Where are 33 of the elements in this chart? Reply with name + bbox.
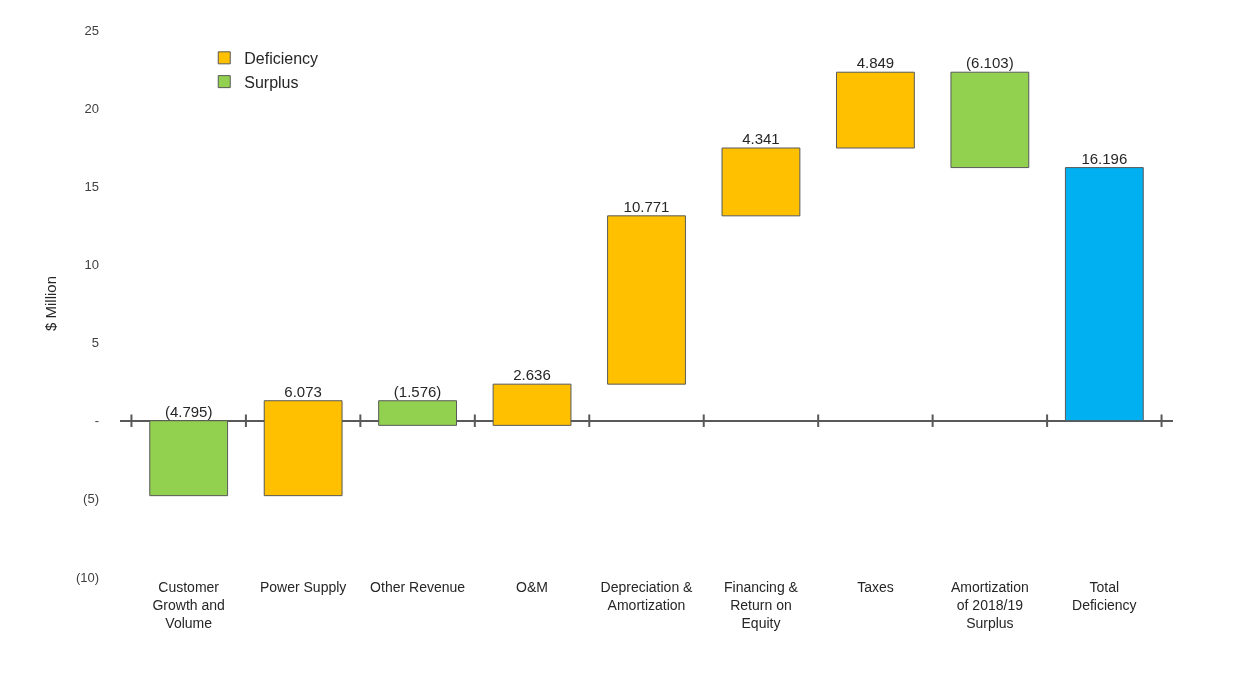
bar [721, 147, 801, 217]
legend-label: Deficiency [244, 50, 319, 68]
data-label: (1.576) [393, 382, 442, 400]
x-tick-label: Depreciation & Amortization [600, 579, 694, 614]
data-label: 10.771 [623, 198, 670, 216]
y-tick-label: 25 [84, 22, 99, 38]
y-tick-label: 20 [84, 100, 99, 116]
y-tick-label: 5 [91, 335, 99, 351]
legend-label: Surplus [244, 73, 299, 91]
bar [950, 71, 1030, 169]
y-tick-label: (5) [83, 491, 99, 507]
data-label: 2.636 [513, 366, 551, 384]
bar [607, 215, 686, 385]
data-label: 16.196 [1081, 149, 1128, 167]
data-label: (6.103) [966, 54, 1014, 72]
data-label: 4.341 [742, 130, 780, 148]
x-tick-label: Taxes [857, 579, 894, 595]
x-tick-label: O&M [516, 579, 548, 595]
x-tick-label: Amortization of 2018/19 Surplus [950, 579, 1029, 632]
x-tick-label: Financing & Return on Equity [723, 579, 799, 632]
y-axis-title: $ Million [42, 275, 60, 332]
x-tick-label: Other Revenue [370, 579, 466, 595]
data-label: (4.795) [164, 402, 213, 420]
y-tick-label: - [94, 413, 99, 429]
x-tick-label: Power Supply [259, 579, 347, 595]
data-label: 4.849 [856, 54, 895, 72]
y-tick-label: 10 [84, 256, 99, 272]
x-tick-label: Customer Growth and Volume [152, 579, 225, 632]
y-tick-label: (10) [75, 569, 99, 585]
x-tick-label: Total Deficiency [1072, 579, 1137, 614]
bar [836, 71, 915, 149]
data-label: 6.073 [284, 382, 322, 400]
y-tick-label: 15 [84, 178, 99, 194]
